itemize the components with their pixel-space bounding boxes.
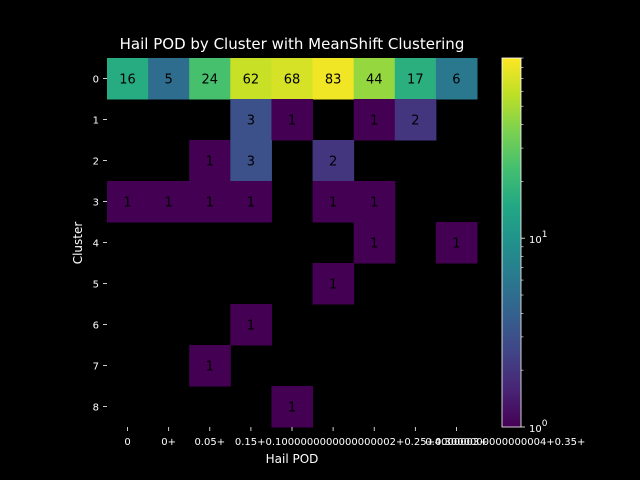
heatmap-cell <box>312 58 355 100</box>
heatmap-cell <box>394 58 437 100</box>
heatmap-cell-label: 2 <box>411 114 419 129</box>
heatmap-cell-label: 1 <box>370 196 378 211</box>
chart-title: Hail POD by Cluster with MeanShift Clust… <box>120 35 465 53</box>
heatmap-cell-label: 1 <box>288 401 296 416</box>
heatmap-cell <box>230 58 272 100</box>
heatmap-cell <box>353 99 396 141</box>
colorbar-tick-label: 101 <box>529 230 547 246</box>
heatmap-cell-label: 1 <box>206 360 214 375</box>
heatmap-cell-label: 3 <box>247 114 255 129</box>
heatmap-cell <box>353 181 396 223</box>
heatmap-cell <box>189 58 231 100</box>
heatmap-cell-label: 83 <box>325 73 342 88</box>
heatmap-cell-label: 1 <box>247 196 255 211</box>
heatmap-cell-labels: 16 5 24 62 68 83 44 17 6 3 1 1 2 1 3 2 1 1 1 1 1 1 1 1 1 1 1 1 <box>119 73 460 416</box>
heatmap-cell <box>435 58 478 100</box>
heatmap-cell-label: 16 <box>119 73 136 88</box>
heatmap-cell-label: 1 <box>247 319 255 334</box>
x-tick-label: 0+ <box>161 437 176 448</box>
heatmap-cells <box>107 58 478 428</box>
x-tick-label: 0 <box>124 437 130 448</box>
heatmap-cell <box>312 263 355 305</box>
y-tick-label: 5 <box>93 280 99 291</box>
heatmap-cell-label: 5 <box>165 73 173 88</box>
y-tick-label: 0 <box>93 75 99 86</box>
heatmap-cell-label: 1 <box>165 196 173 211</box>
heatmap-cell <box>271 58 314 100</box>
heatmap-cell-label: 62 <box>243 73 260 88</box>
heatmap-cell-label: 2 <box>329 155 337 170</box>
heatmap-cell <box>189 181 231 223</box>
heatmap-cell-label: 17 <box>407 73 424 88</box>
heatmap-cell-label: 1 <box>329 278 337 293</box>
heatmap-cell-label: 3 <box>247 155 255 170</box>
heatmap-cell <box>271 386 314 428</box>
heatmap-cell-label: 1 <box>370 114 378 129</box>
x-tick-label: 0.4000003+ <box>425 437 487 448</box>
heatmap-cell-label: 24 <box>202 73 219 88</box>
heatmap-cell <box>107 58 149 100</box>
heatmap-cell <box>230 304 272 346</box>
heatmap-cell <box>312 181 355 223</box>
heatmap-cell-label: 6 <box>452 73 460 88</box>
heatmap-cell <box>148 58 190 100</box>
heatmap-cell-label: 44 <box>366 73 383 88</box>
x-axis-label: Hail POD <box>266 452 319 466</box>
heatmap-cell <box>353 222 396 264</box>
x-axis-ticks: 0 0+ 0.05+ 0.15+0.1000000000000000002+0.25+… <box>124 427 585 448</box>
y-tick-label: 2 <box>93 157 99 168</box>
heatmap-cell-label: 68 <box>284 73 301 88</box>
colorbar-ticks: 100 101 <box>521 57 548 435</box>
heatmap-cell <box>271 99 314 141</box>
heatmap-cell <box>230 140 272 182</box>
y-axis-ticks: 0 1 2 3 4 5 6 7 8 <box>93 75 107 414</box>
heatmap-cell-label: 1 <box>329 196 337 211</box>
heatmap-cell <box>189 345 231 387</box>
heatmap-cell <box>230 99 272 141</box>
heatmap-cell <box>107 181 149 223</box>
x-tick-label: 0.05+ <box>194 437 225 448</box>
y-axis-label: Cluster <box>71 222 85 265</box>
colorbar <box>501 57 522 428</box>
heatmap-cell <box>394 99 437 141</box>
heatmap-cell <box>435 222 478 264</box>
y-tick-label: 6 <box>93 321 99 332</box>
colorbar-tick-label: 100 <box>529 419 548 435</box>
heatmap-cell-label: 1 <box>452 237 460 252</box>
y-tick-label: 3 <box>93 198 99 209</box>
heatmap-cell-label: 1 <box>370 237 378 252</box>
heatmap-cell-label: 1 <box>206 155 214 170</box>
heatmap-cell <box>189 140 231 182</box>
y-tick-label: 8 <box>93 403 99 414</box>
heatmap-cell-label: 1 <box>288 114 296 129</box>
heatmap-cell-label: 1 <box>206 196 214 211</box>
y-tick-label: 7 <box>93 362 99 373</box>
heatmap-cell <box>148 181 190 223</box>
y-tick-label: 4 <box>93 239 99 250</box>
heatmap-cell <box>312 140 355 182</box>
heatmap-cell <box>353 58 396 100</box>
x-tick-label: 0.15+0.1000000000000000002+0.25+0.300000… <box>235 437 585 448</box>
heatmap-cell <box>230 181 272 223</box>
heatmap-cell-label: 1 <box>123 196 131 211</box>
y-tick-label: 1 <box>93 116 99 127</box>
